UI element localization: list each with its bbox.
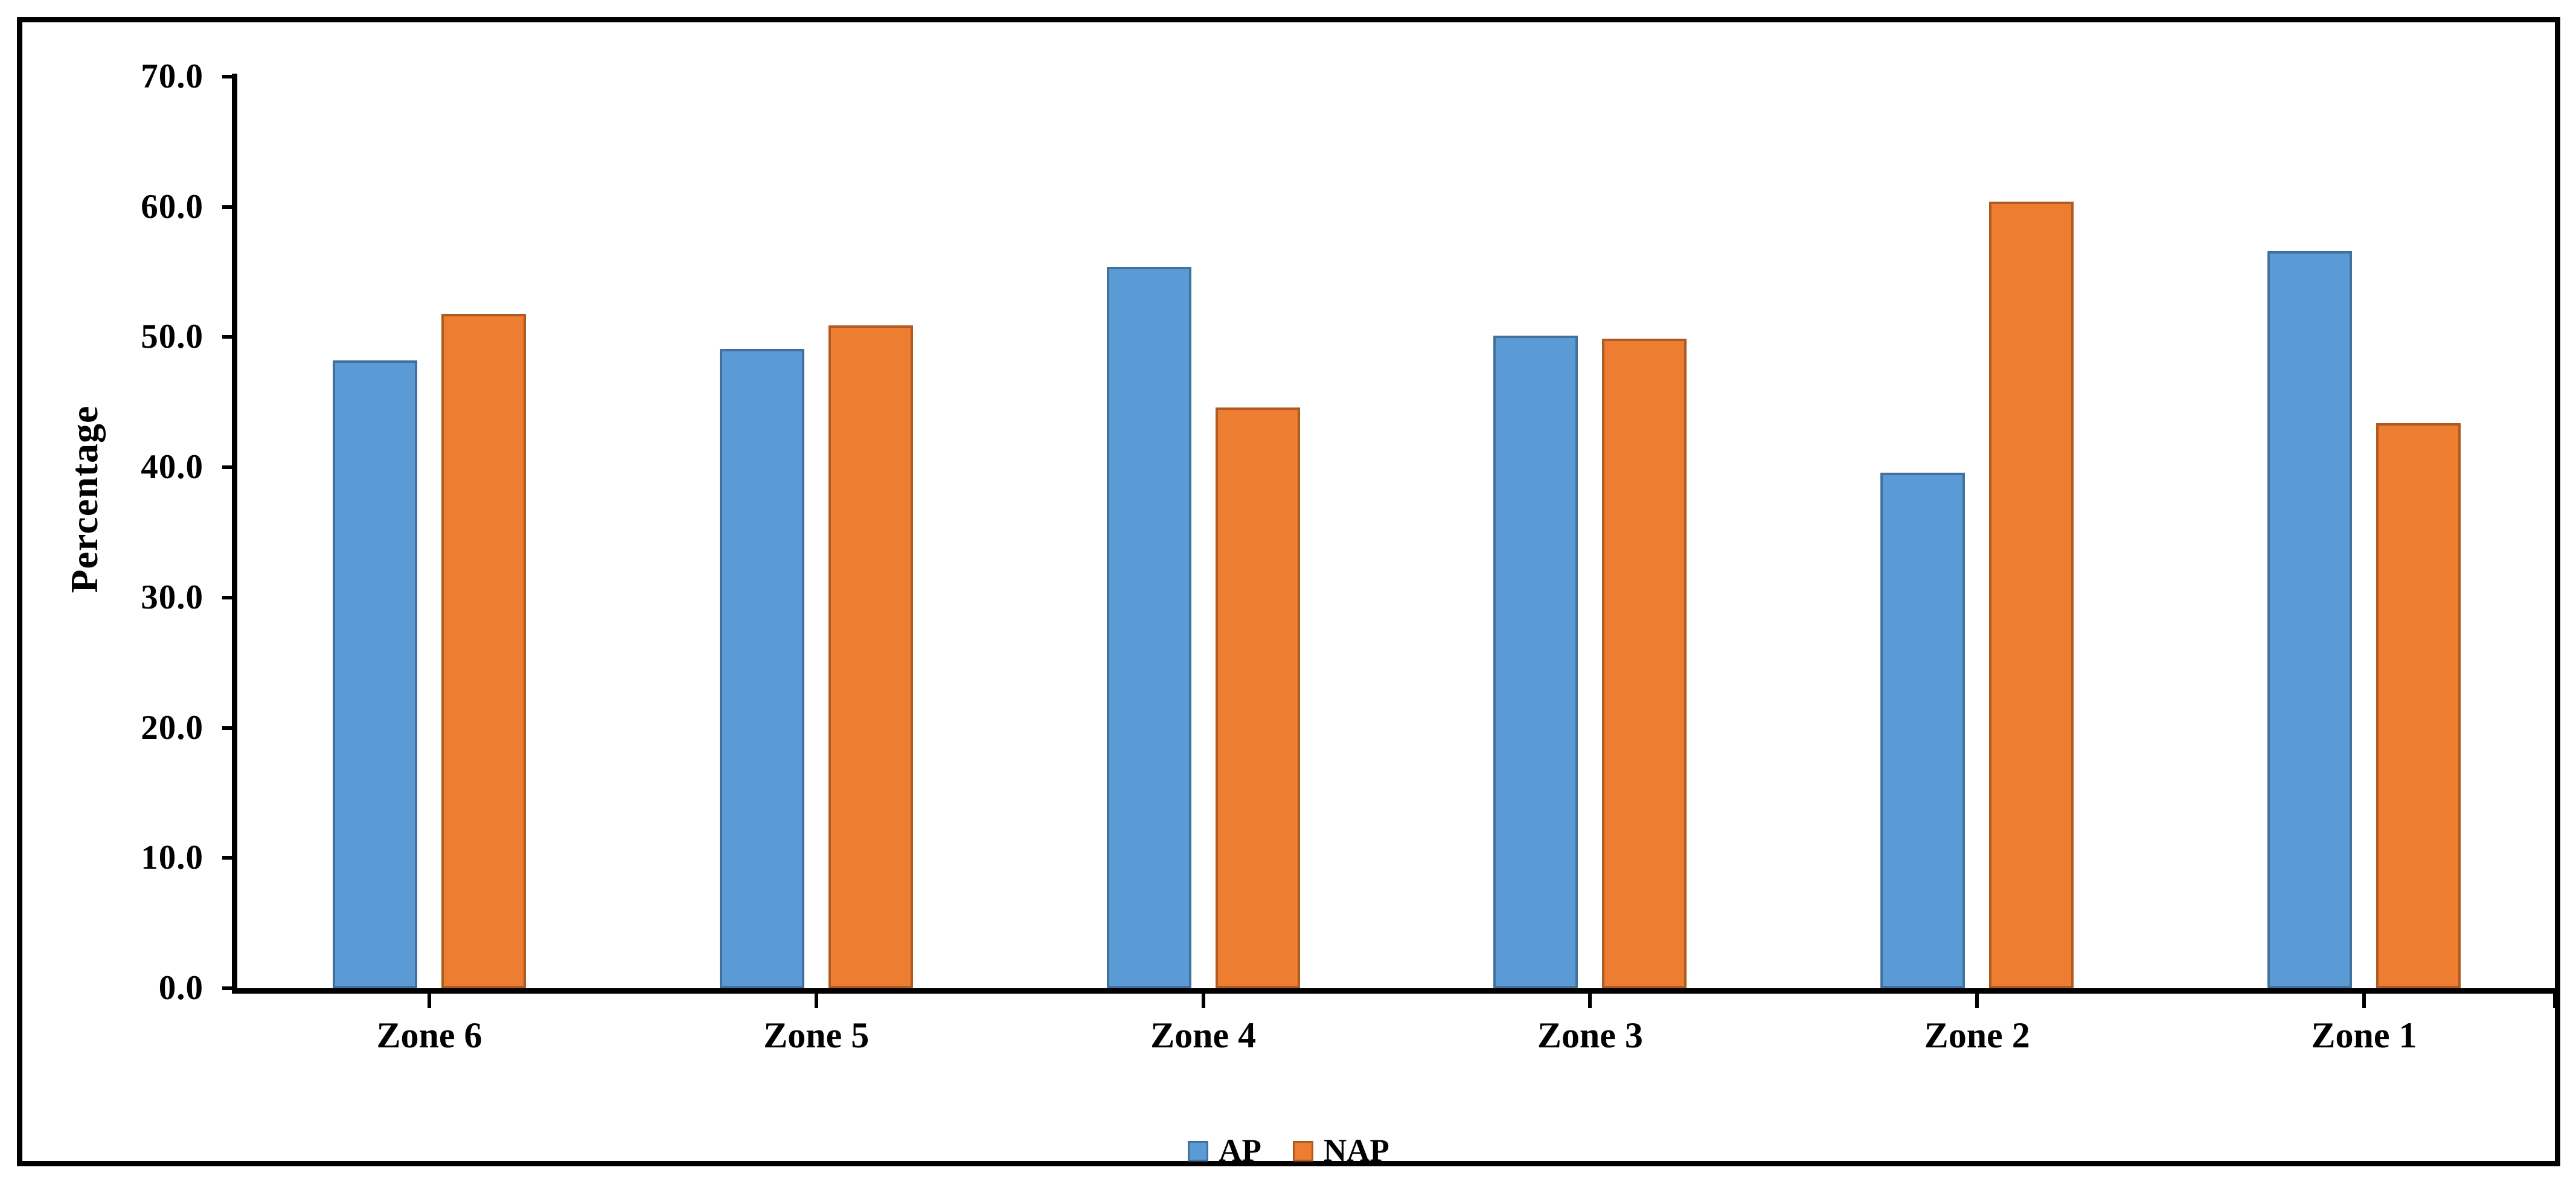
y-axis-tick [222, 595, 237, 599]
legend-item-nap: NAP [1292, 1133, 1389, 1168]
x-category-label: Zone 2 [1924, 1015, 2030, 1055]
x-category-label: Zone 6 [376, 1015, 482, 1055]
bar-nap-zone-1 [2376, 423, 2461, 988]
legend-swatch-ap-icon [1188, 1140, 1209, 1161]
x-category-label: Zone 5 [763, 1015, 870, 1055]
bar-nap-zone-3 [1602, 339, 1687, 988]
x-axis-end-tick [2553, 990, 2557, 1008]
legend-label-ap: AP [1219, 1133, 1261, 1168]
x-axis-tick [814, 990, 818, 1008]
y-tick-label: 70.0 [141, 57, 203, 96]
legend-swatch-nap-icon [1292, 1140, 1313, 1161]
y-axis-tick [222, 335, 237, 339]
y-axis-tick [222, 465, 237, 470]
y-tick-label: 0.0 [158, 969, 203, 1007]
x-category-label: Zone 4 [1150, 1015, 1257, 1055]
y-axis-tick [222, 856, 237, 860]
bar-nap-zone-4 [1215, 407, 1300, 988]
x-axis-tick [1975, 990, 1979, 1008]
bar-ap-zone-4 [1106, 267, 1191, 988]
y-tick-label: 20.0 [141, 708, 203, 747]
legend: AP NAP [22, 1135, 2555, 1167]
y-axis-tick [222, 75, 237, 79]
plot-area: 0.0 10.0 20.0 30.0 40.0 50.0 60.0 70.0 Zone 6 Zon… [22, 22, 2560, 1161]
x-category-label: Zone 3 [1537, 1015, 1643, 1055]
x-axis-line [232, 988, 2560, 994]
y-tick-label: 10.0 [141, 839, 203, 877]
x-category-label: Zone 1 [2311, 1015, 2417, 1055]
bar-ap-zone-1 [2267, 251, 2352, 988]
legend-label-nap: NAP [1323, 1133, 1389, 1168]
y-tick-label: 30.0 [141, 578, 203, 616]
bar-ap-zone-5 [719, 349, 804, 988]
y-tick-label: 60.0 [141, 187, 203, 226]
y-axis-tick [222, 986, 237, 990]
bar-nap-zone-6 [441, 314, 526, 988]
y-tick-label: 40.0 [141, 448, 203, 487]
x-axis-tick [1588, 990, 1592, 1008]
bar-ap-zone-3 [1493, 336, 1578, 988]
bar-ap-zone-2 [1880, 473, 1966, 988]
y-tick-label: 50.0 [141, 318, 203, 356]
y-axis-tick [222, 726, 237, 730]
x-axis-tick [428, 990, 431, 1008]
figure-border: Percentage 0.0 10.0 20.0 30.0 40.0 50.0 60.0 70… [17, 17, 2560, 1167]
y-axis-tick [222, 205, 237, 209]
bar-ap-zone-6 [333, 360, 417, 988]
x-axis-tick [2362, 990, 2366, 1008]
bar-nap-zone-5 [828, 325, 913, 988]
bar-nap-zone-2 [1989, 202, 2074, 988]
x-axis-tick [1201, 990, 1205, 1008]
legend-item-ap: AP [1188, 1135, 1261, 1167]
y-axis-line [232, 74, 237, 994]
